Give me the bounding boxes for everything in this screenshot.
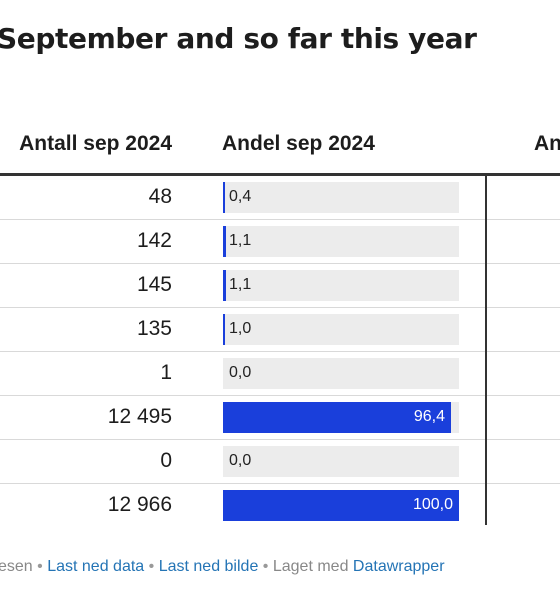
count-cell: 145 <box>136 273 172 296</box>
share-bar-track: 100,0 <box>223 490 459 521</box>
share-bar <box>223 270 226 301</box>
share-label: 100,0 <box>412 496 453 513</box>
table-row: 48 0,4 <box>0 176 560 220</box>
footer-separator: • <box>37 558 43 575</box>
count-cell: 48 <box>148 185 172 208</box>
column-header-count[interactable]: Antall sep 2024 <box>19 132 172 155</box>
footer: esen • Last ned data • Last ned bilde • … <box>0 558 445 576</box>
table-row: 0 0,0 <box>0 440 560 484</box>
footer-source-text: esen <box>0 558 33 575</box>
download-image-link[interactable]: Last ned bilde <box>158 558 259 575</box>
share-label: 1,0 <box>229 320 252 337</box>
share-bar-track: 96,4 <box>223 402 459 433</box>
made-with-text: Laget med <box>272 558 349 575</box>
download-data-link[interactable]: Last ned data <box>47 558 145 575</box>
header-rule <box>0 173 560 176</box>
share-bar-track: 1,1 <box>223 270 459 301</box>
share-bar <box>223 314 225 345</box>
column-header-next[interactable]: An <box>534 132 560 155</box>
chart-title: September and so far this year <box>0 22 477 55</box>
footer-separator: • <box>148 558 155 575</box>
table-row: 142 1,1 <box>0 220 560 264</box>
share-bar-track: 0,0 <box>223 358 459 389</box>
share-bar-track: 0,0 <box>223 446 459 477</box>
count-cell: 1 <box>160 361 172 384</box>
column-divider <box>485 175 487 525</box>
datawrapper-link[interactable]: Datawrapper <box>352 558 445 575</box>
table-body: 48 0,4 142 1,1 145 1,1 135 1,0 1 0,0 <box>0 176 560 528</box>
count-cell: 135 <box>136 317 172 340</box>
table-row: 1 0,0 <box>0 352 560 396</box>
share-bar <box>223 402 451 433</box>
share-label: 1,1 <box>229 232 252 249</box>
share-bar-track: 1,1 <box>223 226 459 257</box>
share-bar <box>223 182 225 213</box>
share-bar <box>223 226 226 257</box>
column-header-share[interactable]: Andel sep 2024 <box>222 132 375 155</box>
table-row: 12 966 100,0 <box>0 484 560 528</box>
share-bar-track: 0,4 <box>223 182 459 213</box>
count-cell: 12 495 <box>107 405 172 428</box>
table-row: 145 1,1 <box>0 264 560 308</box>
footer-separator: • <box>262 558 269 575</box>
count-cell: 142 <box>136 229 172 252</box>
share-label: 96,4 <box>413 408 445 425</box>
share-label: 0,4 <box>229 188 252 205</box>
table-row: 135 1,0 <box>0 308 560 352</box>
table-row: 12 495 96,4 <box>0 396 560 440</box>
share-bar-track: 1,0 <box>223 314 459 345</box>
count-cell: 0 <box>160 449 172 472</box>
share-label: 0,0 <box>229 364 252 381</box>
share-label: 1,1 <box>229 276 252 293</box>
share-label: 0,0 <box>229 452 252 469</box>
count-cell: 12 966 <box>107 493 172 516</box>
share-bar <box>223 490 459 521</box>
